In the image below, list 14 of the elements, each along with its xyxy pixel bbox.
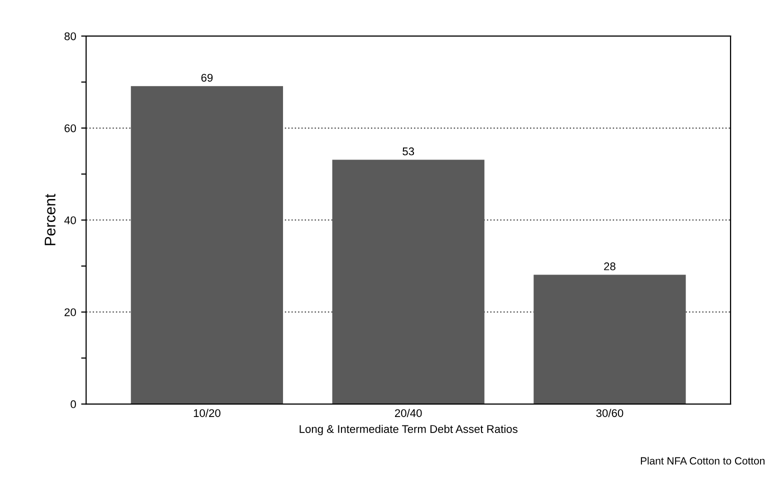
x-tick-label: 20/40	[394, 408, 422, 418]
text: Plant NFA Cotton to Cotton	[640, 456, 764, 465]
x-tick-label: 10/20	[194, 408, 220, 418]
y-tick-label: 40	[64, 216, 76, 224]
y-tick-label: 80	[64, 32, 76, 40]
data-label: 53	[402, 147, 414, 156]
data-label: 69	[201, 74, 213, 82]
y-tick-label: 60	[64, 124, 76, 132]
y-tick-label: 20	[64, 308, 76, 316]
x-tick-label: 30/60	[596, 408, 624, 418]
data-label: 28	[604, 262, 616, 270]
y-axis-title: Percent	[44, 194, 56, 246]
y-tick-label: 0	[70, 400, 76, 408]
x-axis-title: Long & Intermediate Term Debt Asset Ratios	[300, 424, 518, 436]
